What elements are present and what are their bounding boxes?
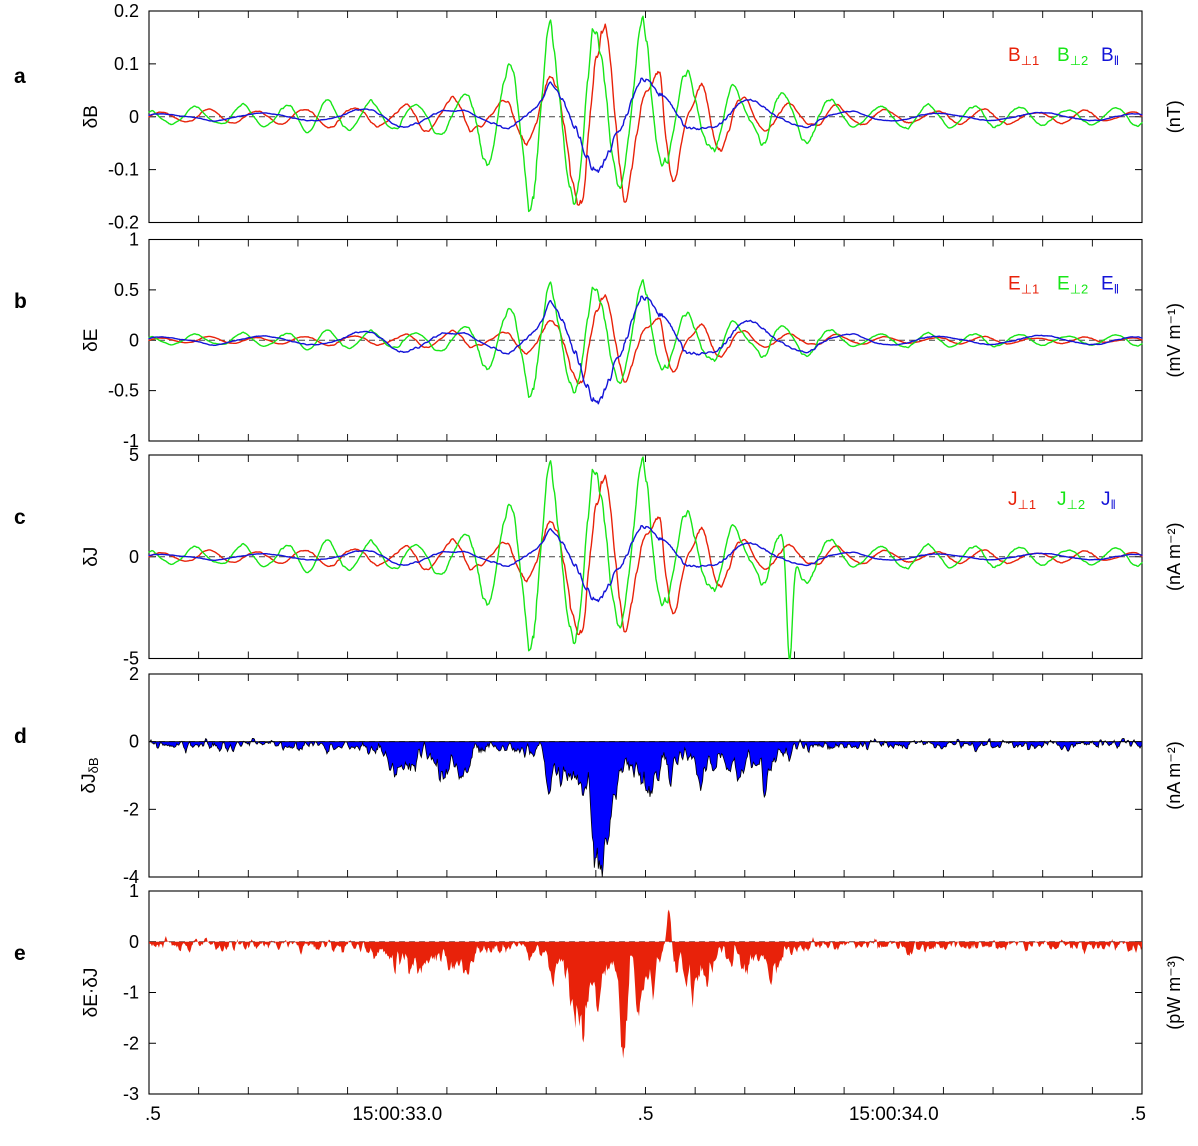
svg-text:b: b xyxy=(14,290,27,313)
svg-text:δB: δB xyxy=(81,105,102,128)
svg-text:5: 5 xyxy=(129,445,139,465)
svg-text:(nA m⁻²): (nA m⁻²) xyxy=(1164,741,1184,810)
svg-text:(mV m⁻¹): (mV m⁻¹) xyxy=(1164,303,1184,377)
svg-text:0: 0 xyxy=(129,107,139,127)
svg-text:d: d xyxy=(14,725,27,748)
svg-text:0: 0 xyxy=(129,732,139,752)
svg-text:15:00:34.0: 15:00:34.0 xyxy=(849,1104,939,1125)
svg-text:-0.5: -0.5 xyxy=(108,381,139,401)
svg-text:-1: -1 xyxy=(123,983,139,1003)
svg-text:1: 1 xyxy=(129,881,139,901)
svg-text:(nA m⁻²): (nA m⁻²) xyxy=(1164,522,1184,591)
svg-text:0: 0 xyxy=(129,330,139,350)
svg-text:-0.1: -0.1 xyxy=(108,160,139,180)
svg-text:2: 2 xyxy=(129,664,139,684)
svg-text:-2: -2 xyxy=(123,1033,139,1053)
svg-text:0.5: 0.5 xyxy=(114,280,139,300)
svg-text:0.2: 0.2 xyxy=(114,1,139,21)
svg-text:c: c xyxy=(14,506,26,529)
svg-text:δE: δE xyxy=(81,329,102,352)
svg-text:1: 1 xyxy=(129,230,139,250)
svg-text:0.1: 0.1 xyxy=(114,54,139,74)
svg-text:.5: .5 xyxy=(145,1104,161,1125)
svg-text:(nT): (nT) xyxy=(1164,100,1184,133)
svg-text:(pW m⁻³): (pW m⁻³) xyxy=(1164,955,1184,1029)
svg-text:-3: -3 xyxy=(123,1084,139,1104)
svg-text:.5: .5 xyxy=(1130,1104,1146,1125)
svg-text:δJ: δJ xyxy=(81,547,102,567)
svg-text:.5: .5 xyxy=(638,1104,654,1125)
svg-text:0: 0 xyxy=(129,932,139,952)
svg-text:δE·δJ: δE·δJ xyxy=(81,968,102,1018)
svg-text:e: e xyxy=(14,942,26,965)
svg-text:15:00:33.0: 15:00:33.0 xyxy=(352,1104,442,1125)
svg-text:0: 0 xyxy=(129,547,139,567)
svg-text:-2: -2 xyxy=(123,799,139,819)
svg-text:a: a xyxy=(14,65,26,88)
